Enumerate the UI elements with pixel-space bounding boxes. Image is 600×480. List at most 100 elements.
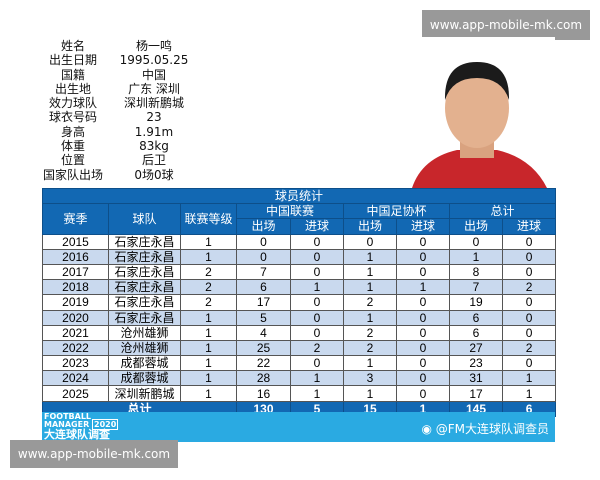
table-cell: 0 xyxy=(290,294,344,311)
table-cell: 石家庄永昌 xyxy=(108,233,181,250)
table-row: 2022 沧州雄狮 1 25 2 2 0 27 2 xyxy=(42,339,557,357)
header-apps: 出场 xyxy=(236,218,291,235)
table-cell: 2017 xyxy=(42,263,109,281)
table-row: 2018 石家庄永昌 2 6 1 1 1 7 2 xyxy=(42,279,557,296)
table-cell: 0 xyxy=(290,355,344,372)
table-cell: 1 xyxy=(290,385,344,402)
table-cell: 石家庄永昌 xyxy=(108,248,181,265)
table-cell: 2023 xyxy=(42,355,109,372)
table-cell: 2021 xyxy=(42,324,109,341)
table-cell: 1 xyxy=(449,248,503,265)
table-cell: 石家庄永昌 xyxy=(108,263,181,281)
watermark-top: www.app-mobile-mk.com xyxy=(422,10,590,40)
table-cell: 0 xyxy=(501,263,557,281)
table-row: 2020 石家庄永昌 1 5 0 1 0 6 0 xyxy=(42,309,557,326)
profile-row: 出生地 广东 深圳 xyxy=(42,82,212,96)
table-cell: 23 xyxy=(449,355,503,372)
table-cell: 1 xyxy=(343,263,397,281)
table-cell: 5 xyxy=(236,309,291,326)
profile-value: 后卫 xyxy=(141,153,166,168)
table-cell: 0 xyxy=(290,248,344,265)
table-cell: 1 xyxy=(343,248,397,265)
profile-value: 广东 深圳 xyxy=(128,81,180,96)
profile-row: 体重 83kg xyxy=(42,139,212,153)
table-cell: 0 xyxy=(501,309,557,326)
table-cell: 0 xyxy=(449,233,503,250)
table-cell: 6 xyxy=(236,279,291,296)
table-cell: 1 xyxy=(180,339,237,357)
profile-label: 姓名 xyxy=(60,39,85,53)
header-goals: 进球 xyxy=(396,218,450,235)
table-cell: 0 xyxy=(236,233,291,250)
table-cell: 石家庄永昌 xyxy=(108,309,181,326)
table-row: 2015 石家庄永昌 1 0 0 0 0 0 0 xyxy=(42,233,557,250)
table-cell: 17 xyxy=(236,294,291,311)
header-total: 总计 xyxy=(448,203,557,220)
table-cell: 0 xyxy=(396,355,450,372)
profile-row: 国家队出场 0场0球 xyxy=(42,168,212,182)
table-cell: 2024 xyxy=(42,370,109,387)
profile-row: 国籍 中国 xyxy=(42,68,212,82)
table-cell: 1 xyxy=(180,309,237,326)
profile-info: 姓名 杨一鸣 出生日期 1995.05.25 国籍 中国 出生地 广东 深圳 效力球队 深圳新鹏城… xyxy=(42,39,212,182)
table-cell: 1 xyxy=(501,385,557,402)
table-cell: 0 xyxy=(396,248,450,265)
table-cell: 成都蓉城 xyxy=(108,370,181,387)
profile-row: 身高 1.91m xyxy=(42,125,212,139)
table-row: 2016 石家庄永昌 1 0 0 1 0 1 0 xyxy=(42,248,557,265)
table-cell: 1 xyxy=(343,355,397,372)
table-cell: 1 xyxy=(290,370,344,387)
profile-value: 中国 xyxy=(141,67,166,82)
header-goals: 进球 xyxy=(501,218,557,235)
table-cell: 2018 xyxy=(42,279,109,296)
table-cell: 1 xyxy=(396,279,450,296)
table-cell: 1 xyxy=(343,309,397,326)
profile-value: 1.91m xyxy=(134,124,174,139)
table-cell: 2016 xyxy=(42,248,109,265)
table-cell: 2022 xyxy=(42,339,109,357)
table-cell: 0 xyxy=(396,370,450,387)
table-row: 2023 成都蓉城 1 22 0 1 0 23 0 xyxy=(42,355,557,372)
table-cell: 3 xyxy=(343,370,397,387)
table-cell: 0 xyxy=(396,294,450,311)
table-cell: 1 xyxy=(180,248,237,265)
footer-band: FOOTBALL MANAGER 2020 大连球队调查 ◉ @FM大连球队调查… xyxy=(42,412,555,442)
profile-label: 球衣号码 xyxy=(48,110,97,125)
table-cell: 17 xyxy=(449,385,503,402)
table-cell: 31 xyxy=(449,370,503,387)
table-cell: 2019 xyxy=(42,294,109,311)
table-cell: 25 xyxy=(236,339,291,357)
watermark-bottom: www.app-mobile-mk.com xyxy=(10,440,178,468)
table-row: 2019 石家庄永昌 2 17 0 2 0 19 0 xyxy=(42,294,557,311)
table-cell: 0 xyxy=(290,233,344,250)
table-cell: 0 xyxy=(501,233,557,250)
table-cell: 0 xyxy=(501,248,557,265)
table-cell: 0 xyxy=(290,309,344,326)
table-cell: 7 xyxy=(236,263,291,281)
table-cell: 0 xyxy=(501,294,557,311)
profile-label: 位置 xyxy=(60,153,85,168)
table-cell: 6 xyxy=(449,309,503,326)
table-cell: 2020 xyxy=(42,309,109,326)
header-cup: 中国足协杯 xyxy=(343,203,450,220)
table-cell: 22 xyxy=(236,355,291,372)
table-row: 2017 石家庄永昌 2 7 0 1 0 8 0 xyxy=(42,263,557,281)
table-cell: 6 xyxy=(449,324,503,341)
table-cell: 石家庄永昌 xyxy=(108,294,181,311)
header-league: 中国联赛 xyxy=(236,203,344,220)
profile-label: 国家队出场 xyxy=(42,167,103,182)
table-cell: 0 xyxy=(290,263,344,281)
header-level: 联赛等级 xyxy=(180,203,237,235)
header-goals: 进球 xyxy=(290,218,344,235)
profile-value: 83kg xyxy=(139,139,169,154)
profile-value: 1995.05.25 xyxy=(119,53,189,68)
table-cell: 2 xyxy=(343,339,397,357)
table-row: 2025 深圳新鹏城 1 16 1 1 0 17 1 xyxy=(42,385,557,402)
table-cell: 4 xyxy=(236,324,291,341)
table-cell: 0 xyxy=(290,324,344,341)
table-cell: 深圳新鹏城 xyxy=(108,385,181,402)
table-cell: 2 xyxy=(501,279,557,296)
table-cell: 16 xyxy=(236,385,291,402)
table-cell: 0 xyxy=(396,385,450,402)
table-cell: 0 xyxy=(396,324,450,341)
